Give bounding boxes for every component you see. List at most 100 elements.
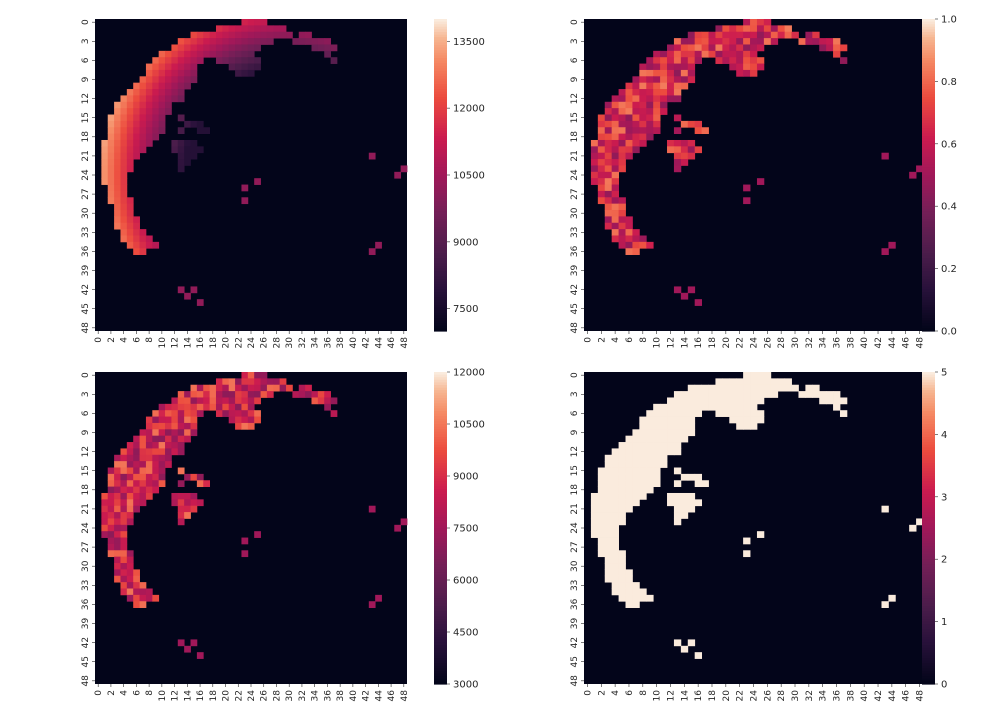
heatmap-cell: [722, 50, 730, 58]
heatmap-cell: [247, 69, 255, 77]
colorbar-tick-label: 0.0: [941, 327, 957, 338]
heatmap-cell: [324, 403, 331, 411]
heatmap-cell: [646, 63, 654, 71]
heatmap-cell: [770, 38, 779, 45]
heatmap-cell: [756, 63, 765, 71]
heatmap-cell: [126, 569, 134, 577]
heatmap-cell: [184, 44, 191, 52]
heatmap-cell: [190, 38, 198, 45]
x-tick-label: 34: [311, 337, 321, 349]
heatmap-cell: [311, 397, 319, 405]
y-tick-label: 18: [570, 484, 580, 496]
heatmap-cell: [145, 127, 153, 135]
heatmap-cell: [729, 31, 737, 39]
heatmap-cell: [152, 89, 160, 96]
heatmap-cell: [632, 473, 640, 481]
y-tick-label: 45: [570, 656, 580, 667]
heatmap-cell: [708, 403, 716, 411]
heatmap-cell: [133, 127, 140, 135]
x-tick-label: 14: [183, 690, 193, 702]
heatmap-cell: [177, 95, 185, 103]
colorbar-tick-label: 0.6: [941, 139, 957, 150]
heatmap-cell: [145, 108, 153, 115]
heatmap-cell: [604, 203, 613, 211]
colorbar-tick-label: 6000: [453, 576, 478, 587]
heatmap-cell: [120, 146, 128, 154]
heatmap-cell: [653, 108, 661, 115]
heatmap-cell: [184, 512, 191, 519]
heatmap-cell: [743, 410, 751, 417]
heatmap-cell: [184, 505, 191, 513]
y-tick-label: 27: [570, 188, 580, 199]
heatmap-cell: [833, 44, 841, 52]
y-tick-label: 45: [81, 656, 91, 667]
heatmap-cell: [618, 518, 626, 526]
heatmap-cell: [597, 480, 606, 488]
heatmap-cell: [604, 467, 613, 475]
heatmap-cell: [680, 429, 689, 437]
y-tick-label: 9: [570, 429, 580, 435]
heatmap-cell: [604, 492, 613, 500]
heatmap-cell: [618, 120, 626, 128]
heatmap-cell: [139, 499, 147, 507]
heatmap-cell: [770, 31, 779, 39]
heatmap-cell: [177, 165, 185, 173]
heatmap-cell: [324, 50, 331, 58]
heatmap-cell: [228, 410, 236, 417]
heatmap-cell: [604, 505, 613, 513]
heatmap-cell: [618, 582, 626, 589]
heatmap-cell: [190, 403, 198, 411]
y-tick-label: 30: [570, 207, 580, 219]
heatmap-cell: [736, 397, 744, 405]
heatmap-cell: [590, 512, 599, 519]
heatmap-cell: [812, 31, 820, 39]
heatmap-cell: [736, 410, 744, 417]
heatmap-cell: [611, 505, 619, 513]
heatmap-cell: [611, 133, 619, 141]
heatmap-cell: [784, 25, 792, 33]
heatmap-cell: [604, 108, 613, 115]
heatmap-panel-bottom-left: 0 2 4 6 8 10 12 14 16 18 20 22 24 26 28 30 32 34 36 38 40 42 4…: [81, 368, 485, 702]
heatmap-cell: [770, 25, 779, 33]
heatmap-cell: [177, 82, 185, 90]
heatmap-cell: [660, 95, 668, 103]
heatmap-cell: [763, 38, 772, 45]
heatmap-cell: [114, 461, 121, 468]
heatmap-cell: [114, 492, 121, 500]
heatmap-cell: [114, 127, 121, 135]
heatmap-cell: [228, 44, 236, 52]
heatmap-cell: [625, 467, 633, 475]
heatmap-cell: [611, 448, 619, 456]
heatmap-cell: [133, 120, 140, 128]
heatmap-cell: [639, 114, 647, 122]
heatmap-cell: [120, 152, 128, 160]
heatmap-cell: [139, 601, 147, 608]
heatmap-cell: [152, 120, 160, 128]
heatmap-cell: [145, 120, 153, 128]
heatmap-cell: [743, 537, 751, 545]
heatmap-cell: [254, 391, 261, 398]
heatmap-cell: [247, 403, 255, 411]
heatmap-cell: [190, 429, 198, 437]
heatmap-cell: [625, 461, 633, 468]
x-tick-label: 40: [349, 337, 359, 349]
heatmap-cell: [235, 44, 242, 52]
heatmap-cell: [611, 550, 619, 558]
heatmap-cell: [120, 159, 128, 166]
heatmap-cell: [139, 95, 147, 103]
heatmap-cell: [145, 480, 153, 488]
heatmap-cell: [324, 397, 331, 405]
heatmap-cell: [241, 550, 249, 558]
heatmap-cell: [639, 139, 647, 147]
heatmap-cell: [120, 114, 128, 122]
x-tick-label: 4: [611, 690, 621, 696]
heatmap-cell: [743, 197, 751, 205]
heatmap-cell: [687, 391, 696, 398]
heatmap-cell: [152, 82, 160, 90]
heatmap-cell: [120, 222, 128, 230]
heatmap-cell: [673, 38, 682, 45]
heatmap-cell: [743, 184, 751, 192]
heatmap-cell: [126, 512, 134, 519]
heatmap-cell: [139, 241, 147, 249]
x-tick-label: 48: [400, 337, 410, 349]
